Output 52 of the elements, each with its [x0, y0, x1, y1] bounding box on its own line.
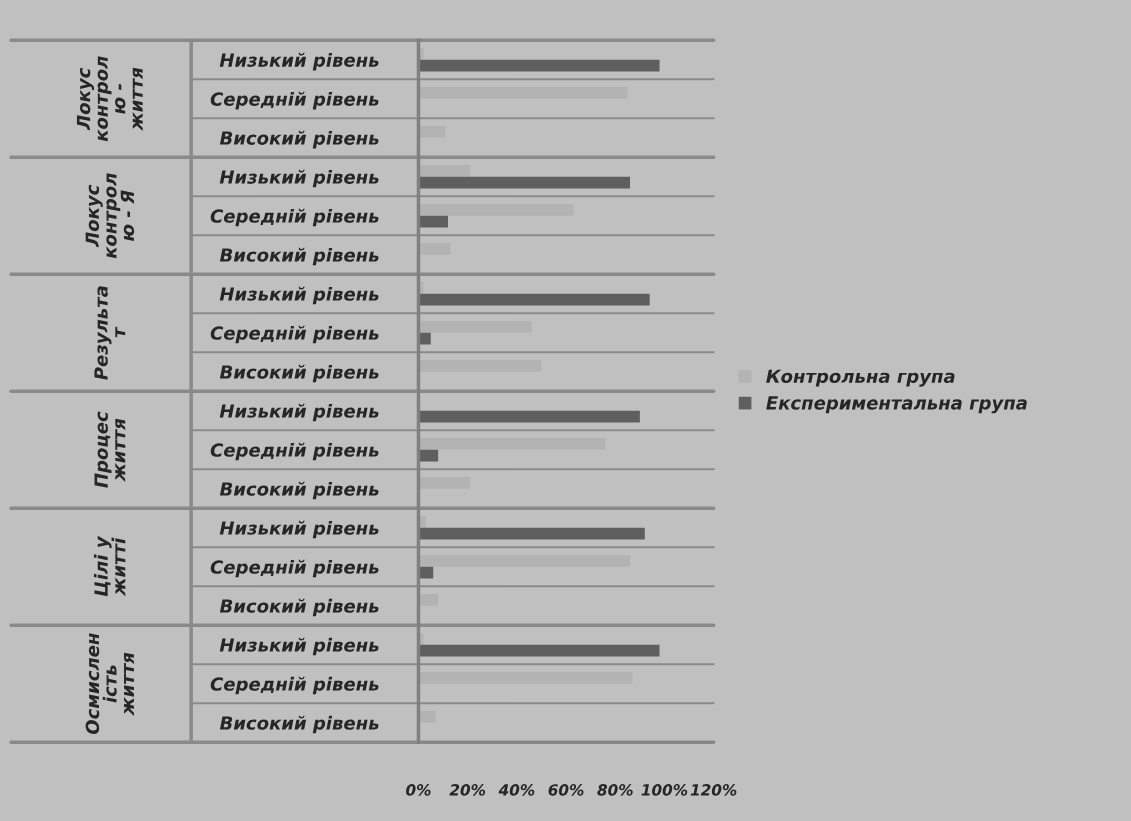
- y-tick-label: Низький рівень: [219, 637, 379, 656]
- y-tick-label: Високий рівень: [219, 598, 379, 617]
- bar: [418, 360, 542, 372]
- y-tick-label: Середній рівень: [210, 91, 379, 110]
- x-tick-label: 20%: [449, 784, 486, 796]
- bar: [418, 59, 660, 72]
- x-tick-label: 60%: [548, 784, 584, 796]
- text: Локус контрол ю - Я: [85, 173, 135, 259]
- text: Осмислен ість життя: [85, 633, 134, 735]
- text: Результа т: [94, 286, 126, 380]
- y-tick-label: Низький рівень: [219, 403, 379, 422]
- bar: [418, 438, 606, 450]
- y-tick-label: Високий рівень: [219, 130, 379, 149]
- bar: [418, 710, 436, 723]
- y-tick-label: Середній рівень: [210, 559, 379, 578]
- bar: [418, 410, 640, 423]
- text: Локус контрол ю - життя: [76, 56, 143, 142]
- bar: [418, 644, 660, 657]
- x-tick-label: 40%: [498, 784, 535, 796]
- bar: [418, 87, 628, 99]
- y-tick-label: Низький рівень: [219, 169, 379, 188]
- x-tick-label: 0%: [406, 784, 431, 796]
- y-tick-label: Високий рівень: [219, 364, 379, 383]
- bar: [418, 126, 446, 138]
- text: Цілі у житті: [93, 535, 126, 597]
- bar: [418, 671, 633, 684]
- bar: [418, 204, 574, 216]
- y-tick-label: Низький рівень: [219, 520, 379, 539]
- y-tick-label: Середній рівень: [210, 208, 379, 227]
- y-tick-label: Середній рівень: [210, 325, 379, 344]
- bar: [418, 555, 631, 567]
- y-tick-label: Середній рівень: [210, 442, 379, 461]
- y-tick-label: Низький рівень: [219, 286, 379, 305]
- x-tick-label: 120%: [690, 784, 737, 796]
- y-tick-label: Високий рівень: [219, 481, 379, 500]
- bar: [418, 527, 645, 540]
- y-tick-label: Низький рівень: [219, 52, 379, 71]
- x-tick-label: 100%: [641, 784, 688, 796]
- bar: [418, 165, 471, 177]
- x-tick-label: 80%: [597, 784, 633, 796]
- bar: [418, 293, 650, 306]
- bar: [418, 477, 471, 489]
- bar: [418, 321, 532, 333]
- y-tick-label: Середній рівень: [210, 676, 379, 695]
- bar: [418, 593, 439, 606]
- text: Процес життя: [94, 411, 126, 488]
- y-tick-label: Високий рівень: [219, 247, 379, 266]
- y-tick-label: Високий рівень: [219, 715, 379, 734]
- bar: [418, 176, 631, 189]
- legend-label: Контрольна група: [766, 369, 955, 387]
- bar: [418, 243, 451, 255]
- legend-label: Експериментальна група: [766, 396, 1027, 414]
